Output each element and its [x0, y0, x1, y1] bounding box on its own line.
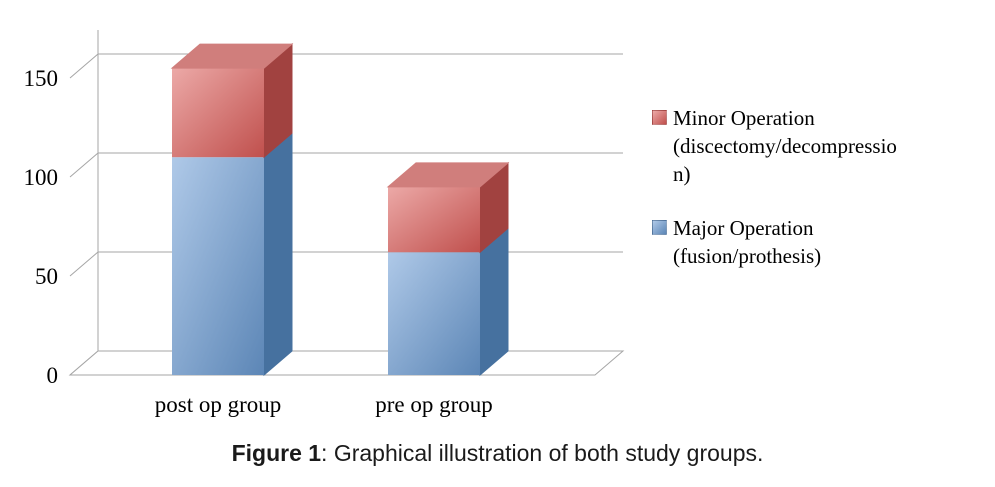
figure-caption-text: : Graphical illustration of both study g…: [321, 440, 764, 466]
legend-item-minor-operation: Minor Operation (discectomy/decompressio…: [652, 104, 952, 188]
svg-text:post op group: post op group: [155, 392, 282, 417]
chart-legend: Minor Operation (discectomy/decompressio…: [652, 104, 952, 270]
legend-marker-minor-operation-icon: [652, 110, 667, 125]
svg-text:50: 50: [35, 264, 58, 289]
legend-label-minor-operation: Minor Operation (discectomy/decompressio…: [673, 106, 897, 186]
figure-caption: Figure 1: Graphical illustration of both…: [0, 440, 995, 467]
svg-text:100: 100: [24, 165, 59, 190]
svg-text:150: 150: [24, 66, 59, 91]
legend-label-major-operation: Major Operation (fusion/prothesis): [673, 216, 822, 268]
svg-text:pre op group: pre op group: [375, 392, 493, 417]
stacked-bar-chart-plot: 0 50 100 150 post op group pre op group: [24, 30, 625, 417]
legend-item-major-operation: Major Operation (fusion/prothesis): [652, 214, 952, 270]
legend-marker-major-operation-icon: [652, 220, 667, 235]
figure-caption-label: Figure 1: [231, 440, 322, 466]
svg-text:0: 0: [47, 363, 59, 388]
